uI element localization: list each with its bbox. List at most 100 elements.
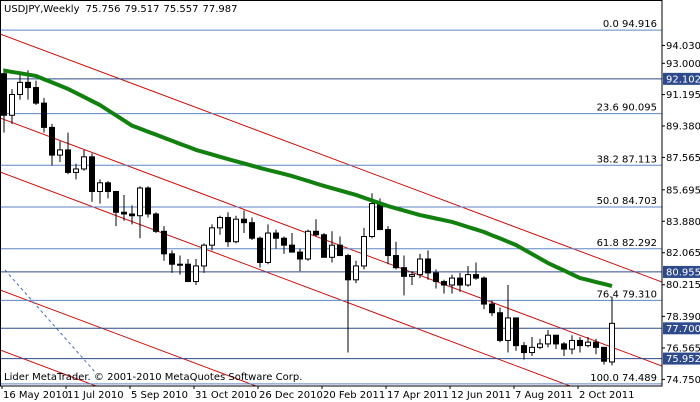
candle-body bbox=[449, 277, 455, 286]
channel-line bbox=[0, 171, 571, 386]
price-box-label: 80.955 bbox=[666, 267, 700, 278]
footer: Lider MetaTrader. © 2001-2010 MetaQuotes… bbox=[4, 372, 302, 383]
candle-body bbox=[169, 253, 175, 265]
candle-body bbox=[289, 244, 295, 253]
y-tick-label: 89.380 bbox=[666, 122, 700, 133]
candle-body bbox=[329, 244, 335, 258]
candle-body bbox=[465, 274, 471, 286]
candle-body bbox=[297, 251, 303, 260]
y-tick-label: 85.695 bbox=[666, 185, 700, 196]
candle-body bbox=[561, 343, 567, 350]
channel-line bbox=[0, 117, 662, 367]
header-high: 79.517 bbox=[125, 4, 160, 15]
candle-body bbox=[513, 317, 519, 347]
y-tick-label: 74.750 bbox=[666, 375, 700, 386]
candle-body bbox=[161, 230, 167, 255]
candle-body bbox=[433, 272, 439, 283]
candle-body bbox=[361, 236, 367, 267]
moving-average bbox=[3, 68, 613, 288]
candle-body bbox=[225, 216, 231, 243]
candle-body bbox=[393, 255, 399, 269]
x-tick-label: 31 Oct 2010 bbox=[195, 390, 257, 401]
candle-body bbox=[497, 312, 503, 341]
candle-body bbox=[257, 237, 263, 263]
candle-body bbox=[337, 244, 343, 257]
candle-body bbox=[185, 263, 191, 283]
price-box bbox=[663, 72, 700, 85]
fib-label: 0.0 94.916 bbox=[603, 19, 657, 30]
fib-label: 76.4 79.310 bbox=[597, 289, 657, 300]
channel-line bbox=[0, 349, 97, 386]
plot-layer: 0.0 94.916 23.6 90.095 38.2 87.113 50.0 84.… bbox=[0, 19, 662, 385]
x-tick-label: 12 Jun 2011 bbox=[451, 390, 511, 401]
price-box bbox=[663, 265, 700, 278]
candle-body bbox=[521, 345, 527, 354]
candle-body bbox=[105, 182, 111, 192]
channel bbox=[0, 33, 662, 386]
candle-body bbox=[1, 73, 7, 116]
candle-body bbox=[609, 322, 615, 363]
candle-body bbox=[377, 203, 383, 231]
candle-body bbox=[537, 343, 543, 348]
fib-label: 61.8 82.292 bbox=[597, 238, 657, 249]
candle-body bbox=[545, 334, 551, 345]
candle-body bbox=[89, 156, 95, 192]
candle-body bbox=[97, 182, 103, 192]
fib-label: 23.6 90.095 bbox=[597, 103, 657, 114]
candle-body bbox=[33, 87, 39, 104]
y-tick-label: 83.880 bbox=[666, 217, 700, 228]
candle-body bbox=[313, 230, 319, 236]
candle-body bbox=[577, 339, 583, 347]
price-box bbox=[663, 322, 700, 335]
candle-body bbox=[569, 339, 575, 350]
x-tick-label: 16 May 2010 bbox=[3, 390, 68, 401]
header-open: 75.756 bbox=[86, 4, 121, 15]
candle-body bbox=[233, 218, 239, 243]
candle-body bbox=[137, 187, 143, 217]
candle-body bbox=[409, 274, 415, 277]
header-low: 75.557 bbox=[164, 4, 199, 15]
y-tick-label: 82.065 bbox=[666, 248, 700, 259]
candle-body bbox=[345, 255, 351, 281]
candle-body bbox=[57, 149, 63, 156]
candle-body bbox=[25, 81, 31, 89]
candle-body bbox=[457, 277, 463, 286]
price-box-label: 92.102 bbox=[666, 74, 700, 85]
candle-body bbox=[353, 265, 359, 281]
y-tick-label: 91.195 bbox=[666, 90, 700, 101]
candle-body bbox=[553, 334, 559, 345]
x-tick-label: 17 Apr 2011 bbox=[387, 390, 449, 401]
channel-line bbox=[0, 289, 257, 386]
candle-body bbox=[145, 187, 151, 215]
candle-body bbox=[201, 244, 207, 267]
candle-body bbox=[265, 232, 271, 263]
candle-body bbox=[321, 234, 327, 258]
x-tick-label: 7 Aug 2011 bbox=[515, 390, 573, 401]
x-tick-label: 11 Jul 2010 bbox=[67, 390, 124, 401]
chart-header: USDJPY,Weekly 75.756 79.517 75.557 77.987 bbox=[4, 4, 238, 15]
candle-body bbox=[385, 229, 391, 257]
fib-label: 100.0 74.489 bbox=[590, 373, 657, 384]
candle-body bbox=[401, 267, 407, 277]
header-close: 77.987 bbox=[203, 4, 238, 15]
price-box bbox=[663, 352, 700, 365]
candle-body bbox=[489, 303, 495, 314]
candle-body bbox=[473, 274, 479, 279]
candle-body bbox=[481, 277, 487, 305]
x-tick-label: 20 Feb 2011 bbox=[323, 390, 385, 401]
x-tick-label: 2 Oct 2011 bbox=[579, 390, 634, 401]
y-tick-label: 87.565 bbox=[666, 153, 700, 164]
y-tick-label: 93.000 bbox=[666, 59, 700, 70]
candle-body bbox=[241, 218, 247, 224]
candle-body bbox=[593, 341, 599, 348]
candle-body bbox=[601, 346, 607, 362]
candle-body bbox=[9, 93, 15, 116]
candle-body bbox=[417, 258, 423, 276]
y-tick-label: 78.390 bbox=[666, 312, 700, 323]
candle-body bbox=[441, 281, 447, 286]
y-tick-label: 76.565 bbox=[666, 343, 700, 354]
candle-body bbox=[217, 216, 223, 229]
candle-body bbox=[41, 102, 47, 128]
y-tick-label: 94.030 bbox=[666, 41, 700, 52]
x-tick-label: 5 Sep 2010 bbox=[131, 390, 188, 401]
